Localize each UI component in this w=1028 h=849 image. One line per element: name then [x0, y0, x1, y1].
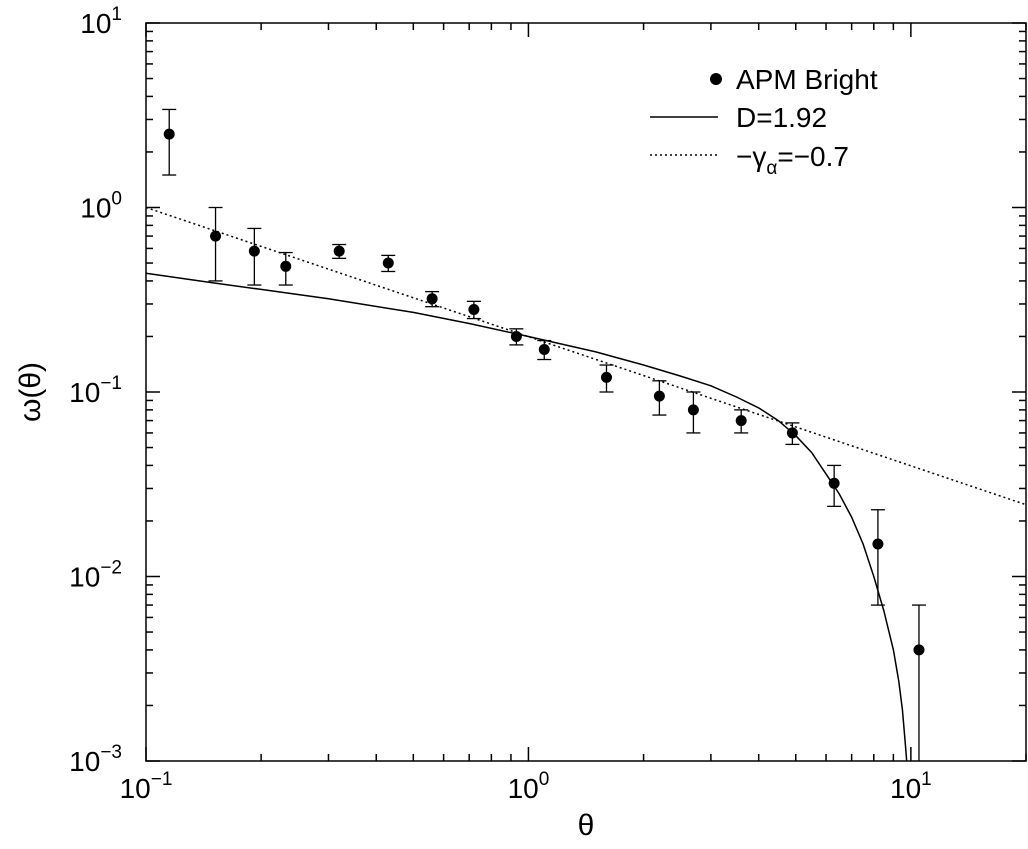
point-marker	[468, 303, 480, 315]
y-tick-label-exp: −2	[100, 558, 122, 579]
point-marker	[163, 128, 175, 140]
y-tick-label: 101	[80, 4, 122, 39]
point-marker	[828, 477, 840, 489]
x-tick-label-exp: −1	[151, 769, 173, 790]
data-point	[911, 604, 926, 761]
y-tick-label-base: 10	[80, 193, 111, 224]
point-marker	[538, 343, 550, 355]
x-tick-label-exp: 1	[921, 769, 932, 790]
y-tick-label: 10−1	[69, 373, 122, 408]
data-point	[247, 227, 262, 286]
y-tick-label-exp: −1	[100, 373, 122, 394]
line-d192	[145, 272, 908, 762]
legend: APM Bright D=1.92 −γα=−0.7	[650, 64, 878, 179]
data-point	[162, 108, 177, 176]
data-point	[599, 364, 614, 393]
y-tick-label: 10−3	[69, 742, 122, 777]
legend-gamma-sub: α	[766, 158, 777, 179]
data-point	[381, 254, 396, 273]
legend-marker-dot	[710, 73, 722, 85]
x-tick-label-base: 10	[508, 773, 539, 804]
point-marker	[601, 371, 613, 383]
data-point	[652, 380, 667, 416]
point-marker	[653, 390, 665, 402]
point-marker	[735, 415, 747, 427]
legend-label-gamma: −γα=−0.7	[736, 141, 849, 179]
point-marker	[872, 538, 884, 550]
point-marker	[382, 257, 394, 269]
axis-ticks	[145, 22, 1027, 762]
point-marker	[248, 245, 260, 257]
data-point	[537, 339, 552, 361]
legend-gamma-tail: =−0.7	[777, 141, 849, 172]
y-tick-label-base: 10	[69, 377, 100, 408]
y-tick-label-base: 10	[80, 8, 111, 39]
y-tick-label: 100	[80, 189, 122, 224]
y-tick-label-exp: −3	[100, 742, 122, 763]
x-tick-label: 10−1	[120, 769, 173, 804]
y-axis-label: ω(θ)	[14, 362, 47, 422]
line-gamma	[145, 206, 1027, 506]
point-marker	[333, 245, 345, 257]
point-marker	[913, 644, 925, 656]
legend-gamma-main: −γ	[736, 141, 766, 172]
data-point	[466, 300, 481, 320]
data-point	[208, 206, 223, 282]
y-tick-label-base: 10	[69, 746, 100, 777]
data-point	[734, 409, 749, 434]
point-marker	[210, 230, 222, 242]
x-tick-label-base: 10	[120, 773, 151, 804]
point-marker	[687, 404, 699, 416]
y-tick-label: 10−2	[69, 558, 122, 593]
point-marker	[426, 293, 438, 305]
point-marker	[510, 330, 522, 342]
y-tick-label-exp: 0	[111, 189, 122, 210]
x-tick-label-exp: 0	[539, 769, 550, 790]
legend-label-d192: D=1.92	[736, 102, 827, 133]
legend-label-apm-bright: APM Bright	[736, 64, 878, 95]
point-marker	[786, 427, 798, 439]
apm-bright-points	[162, 108, 926, 761]
y-tick-label-base: 10	[69, 562, 100, 593]
point-marker	[280, 260, 292, 272]
data-point	[785, 422, 800, 446]
data-point	[686, 391, 701, 434]
data-point	[425, 290, 440, 308]
data-point	[278, 251, 293, 286]
data-point	[870, 509, 885, 606]
x-tick-label-base: 10	[890, 773, 921, 804]
data-point	[827, 464, 842, 508]
data-point	[332, 243, 347, 260]
x-axis-label: θ	[578, 809, 595, 842]
x-tick-label: 100	[508, 769, 550, 804]
y-tick-label-exp: 1	[111, 4, 122, 25]
data-point	[509, 328, 524, 346]
x-tick-label: 101	[890, 769, 932, 804]
